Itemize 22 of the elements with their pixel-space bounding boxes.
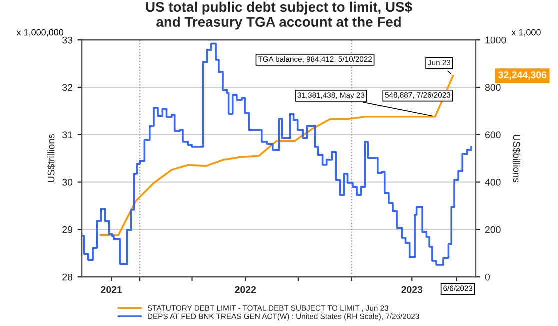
y-tick-label: 28 [62, 274, 73, 281]
y-tick-label: 33 [62, 36, 73, 44]
y-axis-title: US$trillions [47, 134, 56, 182]
x-tick-label: 2022 [235, 286, 256, 294]
y2-tick-label: 1000 [486, 36, 506, 44]
y2-tick-label: 600 [485, 132, 501, 139]
y2-tick-label: 400 [485, 179, 501, 186]
text: 32,244,306 [498, 72, 547, 80]
x-tick-label: 2021 [101, 286, 122, 294]
y2-tick-label: 0 [485, 274, 490, 281]
y-tick-label: 29 [62, 226, 73, 234]
y2-axis-title: US$billions [512, 135, 521, 183]
y-tick-label: 31 [62, 132, 73, 139]
text: x 1,000 [512, 29, 541, 37]
y2-tick-label: 800 [485, 84, 501, 92]
x-tick-label: 2023 [402, 286, 423, 294]
y-tick-label: 32 [62, 84, 73, 92]
line-series [100, 75, 454, 236]
y2-tick-label: 200 [485, 226, 501, 234]
chart-title: US total public debt subject to limit, US$ and Treasury TGA account at the Fed [146, 2, 412, 30]
y-tick-label: 30 [62, 179, 73, 186]
text: x 1,000,000 [16, 29, 64, 37]
